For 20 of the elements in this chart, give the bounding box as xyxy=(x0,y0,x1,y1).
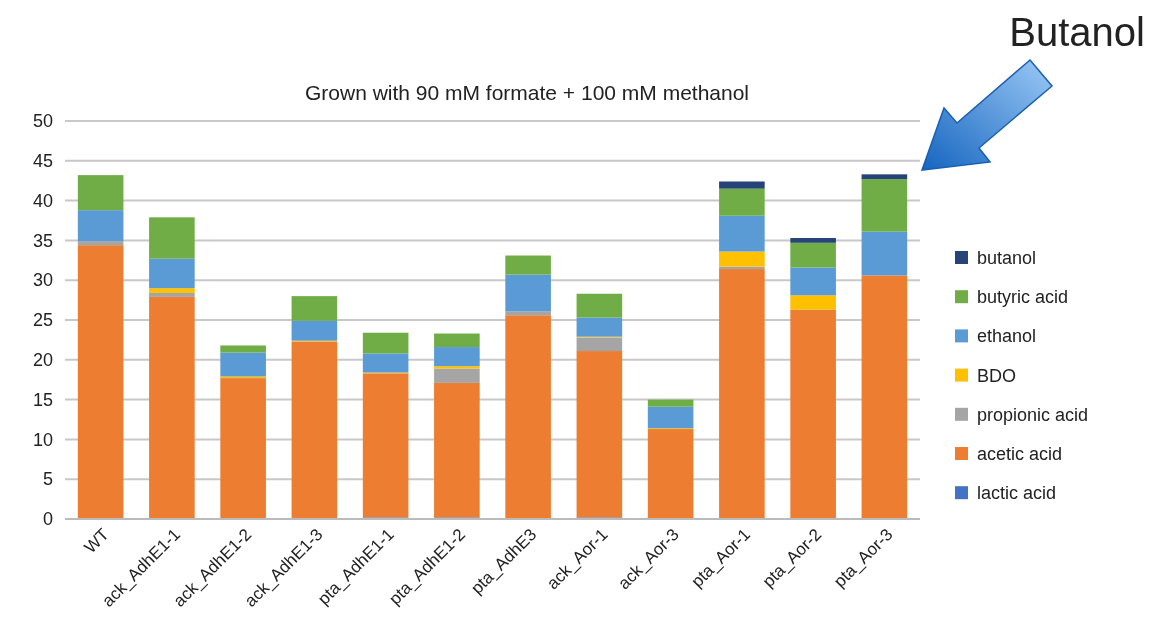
y-tick-label: 20 xyxy=(32,350,53,371)
legend-label: acetic acid xyxy=(977,444,1063,464)
y-tick-label: 50 xyxy=(32,111,53,132)
legend-label: ethanol xyxy=(977,326,1037,347)
legend-label: lactic acid xyxy=(977,483,1057,504)
y-tick-label: 5 xyxy=(42,469,53,490)
legend-label: propionic acid xyxy=(977,404,1089,425)
y-tick-label: 15 xyxy=(32,389,53,410)
y-tick-label: 40 xyxy=(32,190,53,211)
text: Butanol xyxy=(1009,10,1145,54)
y-tick-label: 0 xyxy=(42,509,53,530)
y-tick-label: 10 xyxy=(32,429,53,450)
legend-label: BDO xyxy=(977,365,1017,386)
chart-title: Grown with 90 mM formate + 100 mM methanol xyxy=(304,81,750,104)
legend-label: butanol xyxy=(977,248,1037,268)
y-tick-label: 35 xyxy=(32,230,53,251)
legend-label: butyric acid xyxy=(977,287,1069,308)
y-tick-label: 45 xyxy=(32,151,53,172)
y-tick-label: 30 xyxy=(32,270,53,291)
y-tick-label: 25 xyxy=(32,310,53,331)
